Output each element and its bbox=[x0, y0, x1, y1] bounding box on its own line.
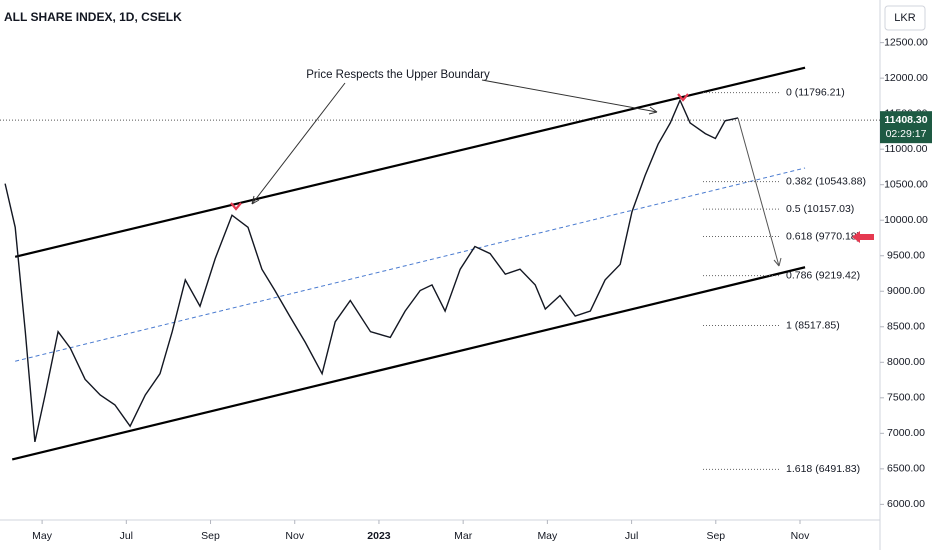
fib-label: 1.618 (6491.83) bbox=[786, 463, 860, 475]
x-tick-label: May bbox=[32, 530, 53, 542]
y-tick-label: 8000.00 bbox=[887, 356, 925, 368]
y-tick-label: 12000.00 bbox=[884, 72, 928, 84]
y-tick-label: 10500.00 bbox=[884, 178, 928, 190]
price-tag bbox=[880, 111, 932, 144]
fib-label: 0.618 (9770.18) bbox=[786, 230, 860, 242]
price-tag-value: 11408.30 bbox=[884, 114, 927, 126]
y-tick-label: 8500.00 bbox=[887, 321, 925, 333]
annotation-arrow bbox=[251, 82, 346, 205]
arrow-head bbox=[648, 106, 658, 115]
target-arrow bbox=[852, 231, 874, 243]
x-tick-label: Jul bbox=[625, 530, 638, 542]
trend-line bbox=[15, 167, 806, 362]
x-tick-label: Sep bbox=[706, 530, 725, 542]
fib-label: 0.786 (9219.42) bbox=[786, 269, 860, 281]
y-tick-label: 10000.00 bbox=[884, 214, 928, 226]
price-line bbox=[4, 98, 739, 443]
projection-arrow bbox=[737, 117, 780, 267]
arrow-head bbox=[773, 257, 782, 267]
y-tick-label: 11000.00 bbox=[884, 143, 927, 155]
trend-line bbox=[11, 266, 806, 461]
price-tag-countdown: 02:29:17 bbox=[886, 128, 927, 140]
x-tick-label: Nov bbox=[285, 530, 304, 542]
y-tick-label: 7500.00 bbox=[887, 392, 925, 404]
chart-title: ALL SHARE INDEX, 1D, CSELK bbox=[4, 10, 182, 24]
y-tick-label: 6000.00 bbox=[887, 498, 925, 510]
fib-label: 0.382 (10543.88) bbox=[786, 175, 866, 187]
fib-label: 0 (11796.21) bbox=[786, 86, 845, 98]
annotation: Price Respects the Upper Boundary bbox=[306, 69, 490, 81]
top-marker bbox=[677, 93, 689, 102]
top-marker bbox=[230, 202, 242, 211]
x-tick-label: Sep bbox=[201, 530, 220, 542]
y-tick-label: 7000.00 bbox=[887, 427, 925, 439]
fib-label: 0.5 (10157.03) bbox=[786, 203, 854, 215]
x-tick-label: Mar bbox=[454, 530, 473, 542]
fib-label: 1 (8517.85) bbox=[786, 319, 840, 331]
x-tick-label: Jul bbox=[120, 530, 133, 542]
y-tick-label: 9500.00 bbox=[887, 250, 925, 262]
x-tick-label: 2023 bbox=[367, 530, 391, 542]
trend-line bbox=[14, 66, 806, 258]
y-tick-label: 12500.00 bbox=[884, 36, 928, 48]
x-tick-label: Nov bbox=[791, 530, 810, 542]
plot-area: 0 (11796.21) 0.382 (10543.88) 0.5 (10157.0… bbox=[0, 66, 880, 475]
arrow-head bbox=[251, 195, 260, 205]
currency-box[interactable] bbox=[884, 5, 926, 31]
annotation-arrow bbox=[481, 79, 658, 113]
currency: LKR bbox=[894, 12, 915, 24]
y-tick-label: 9000.00 bbox=[887, 285, 925, 297]
y-tick-label: 6500.00 bbox=[887, 463, 925, 475]
x-tick-label: May bbox=[537, 530, 558, 542]
